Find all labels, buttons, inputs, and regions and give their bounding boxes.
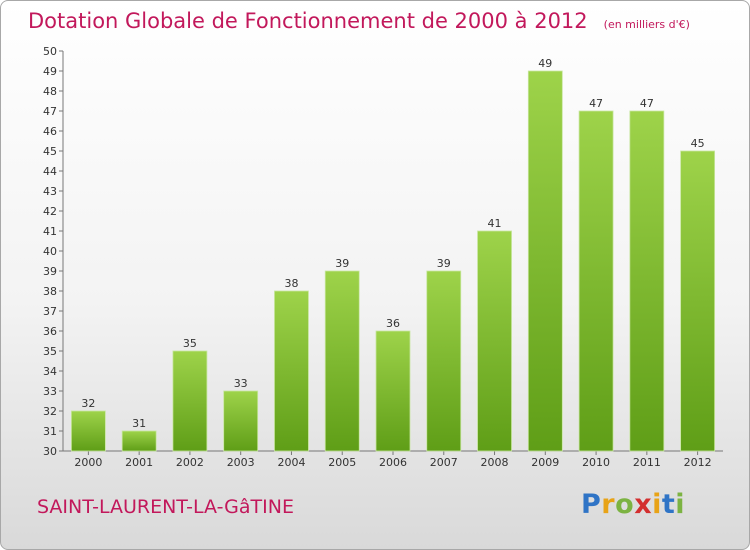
y-tick-label: 39 xyxy=(43,265,57,278)
bar xyxy=(223,390,259,452)
commune-name: SAINT-LAURENT-LA-GâTINE xyxy=(37,496,294,518)
y-tick-label: 50 xyxy=(43,45,57,58)
bar-value-label: 49 xyxy=(538,57,552,70)
x-tick-label: 2011 xyxy=(633,456,661,469)
y-tick-label: 47 xyxy=(43,105,57,118)
y-tick-label: 48 xyxy=(43,85,57,98)
x-tick-label: 2002 xyxy=(176,456,204,469)
bar-value-label: 31 xyxy=(132,417,146,430)
bar-value-label: 39 xyxy=(437,257,451,270)
y-tick-label: 32 xyxy=(43,405,57,418)
x-tick-label: 2010 xyxy=(582,456,610,469)
bar xyxy=(629,110,665,452)
bar-value-label: 41 xyxy=(488,217,502,230)
y-tick-label: 31 xyxy=(43,425,57,438)
logo-letter: x xyxy=(634,489,653,520)
x-tick-label: 2003 xyxy=(227,456,255,469)
bar-value-label: 39 xyxy=(335,257,349,270)
bar xyxy=(680,150,716,452)
y-tick-label: 30 xyxy=(43,445,57,458)
x-tick-label: 2008 xyxy=(481,456,509,469)
x-tick-label: 2006 xyxy=(379,456,407,469)
y-tick-label: 34 xyxy=(43,365,57,378)
x-tick-label: 2004 xyxy=(277,456,305,469)
y-tick-label: 43 xyxy=(43,185,57,198)
bar xyxy=(121,430,157,452)
logo-letter: i xyxy=(675,489,686,520)
logo-letter: i xyxy=(652,489,662,520)
y-tick-label: 49 xyxy=(43,65,57,78)
chart-title: Dotation Globale de Fonctionnement de 20… xyxy=(28,9,690,33)
y-tick-label: 41 xyxy=(43,225,57,238)
x-tick-label: 2000 xyxy=(74,456,102,469)
x-tick-label: 2012 xyxy=(684,456,712,469)
y-tick-label: 35 xyxy=(43,345,57,358)
y-tick-label: 44 xyxy=(43,165,57,178)
x-tick-label: 2005 xyxy=(328,456,356,469)
y-tick-label: 40 xyxy=(43,245,57,258)
proxiti-logo: Proxiti xyxy=(581,489,685,520)
bar xyxy=(324,270,360,452)
bar xyxy=(527,70,563,452)
y-tick-label: 38 xyxy=(43,285,57,298)
y-tick-label: 36 xyxy=(43,325,57,338)
bar-value-label: 47 xyxy=(589,97,603,110)
bar xyxy=(70,410,106,452)
logo-letter: o xyxy=(615,489,635,520)
bar xyxy=(274,290,309,452)
y-tick-label: 45 xyxy=(43,145,57,158)
y-tick-label: 33 xyxy=(43,385,57,398)
x-tick-label: 2009 xyxy=(531,456,559,469)
title-text: Dotation Globale de Fonctionnement de 20… xyxy=(28,9,588,33)
bar xyxy=(426,270,462,452)
chart-axes: 30 31 32 33 34 35 36 37 38 39 40 41 42 43 44 45 46 47 48 49… xyxy=(43,45,723,469)
bar-value-label: 36 xyxy=(386,317,400,330)
logo-letter: t xyxy=(661,489,676,520)
bar-value-label: 35 xyxy=(183,337,197,350)
bar xyxy=(578,110,614,452)
bar-value-label: 32 xyxy=(81,397,95,410)
logo-letter: r xyxy=(601,489,616,520)
bar-value-label: 45 xyxy=(691,137,705,150)
y-tick-label: 46 xyxy=(43,125,57,138)
y-tick-label: 42 xyxy=(43,205,57,218)
bar xyxy=(477,230,512,452)
bar-value-label: 38 xyxy=(284,277,298,290)
bar xyxy=(375,330,411,452)
bar-value-label: 47 xyxy=(640,97,654,110)
x-tick-label: 2001 xyxy=(125,456,153,469)
y-tick-label: 37 xyxy=(43,305,57,318)
bar-value-label: 33 xyxy=(234,377,248,390)
logo-letter: P xyxy=(581,489,602,520)
bar xyxy=(172,350,208,452)
x-tick-label: 2007 xyxy=(430,456,458,469)
unit-subtitle: (en milliers d'€) xyxy=(603,18,690,31)
bar-series: 32 31 35 33 38 39 36 39 41 49 47 47 45 xyxy=(70,57,716,452)
